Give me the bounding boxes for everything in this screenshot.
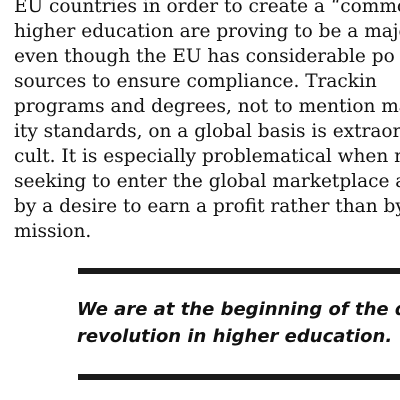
paragraph-line: by a desire to earn a profit rather than… (14, 196, 400, 217)
paragraph-line: even though the EU has considerable po (14, 46, 395, 67)
paragraph-line: ity standards, on a global basis is extr… (14, 121, 400, 142)
paragraph-line: higher education are proving to be a maj… (14, 21, 400, 42)
paragraph-line: cult. It is especially problematical whe… (14, 146, 400, 167)
paragraph-line: sources to ensure compliance. Trackin (14, 71, 377, 92)
pull-quote-bottom-rule (78, 374, 400, 380)
paragraph-line: EU countries in order to create a “commo… (14, 0, 400, 17)
paragraph-line: mission. (14, 221, 92, 242)
pull-quote-top-rule (78, 268, 400, 274)
pull-quote-line: We are at the beginning of the dis (77, 299, 400, 320)
article-paragraph: EU countries in order to create a “commo… (14, 0, 400, 244)
paragraph-line: seeking to enter the global marketplace … (14, 171, 400, 192)
paragraph-line: programs and degrees, not to mention mai… (14, 96, 400, 117)
pull-quote-line: revolution in higher education. (77, 326, 393, 347)
pull-quote: We are at the beginning of the dis revol… (77, 296, 400, 350)
